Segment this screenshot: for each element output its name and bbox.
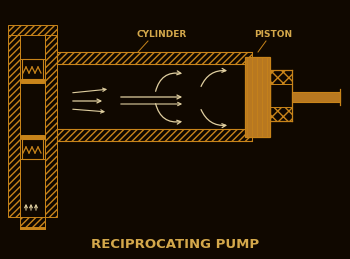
Text: RECIPROCATING PUMP: RECIPROCATING PUMP (91, 239, 259, 251)
Bar (292, 92, 340, 102)
Bar (8, 25, 57, 35)
Bar (57, 52, 252, 64)
Bar (21, 135, 44, 139)
Bar (270, 70, 292, 84)
Bar (45, 35, 57, 217)
Bar (22, 139, 43, 159)
Text: PISTON: PISTON (254, 30, 292, 39)
Bar (270, 107, 292, 121)
Bar (245, 57, 270, 137)
Bar (20, 35, 45, 217)
Text: CYLINDER: CYLINDER (137, 30, 187, 39)
Bar (57, 64, 252, 129)
Bar (20, 227, 45, 229)
Bar (57, 129, 252, 141)
Bar (22, 59, 43, 79)
Bar (20, 217, 45, 229)
Bar (8, 35, 20, 217)
Bar (21, 79, 44, 83)
